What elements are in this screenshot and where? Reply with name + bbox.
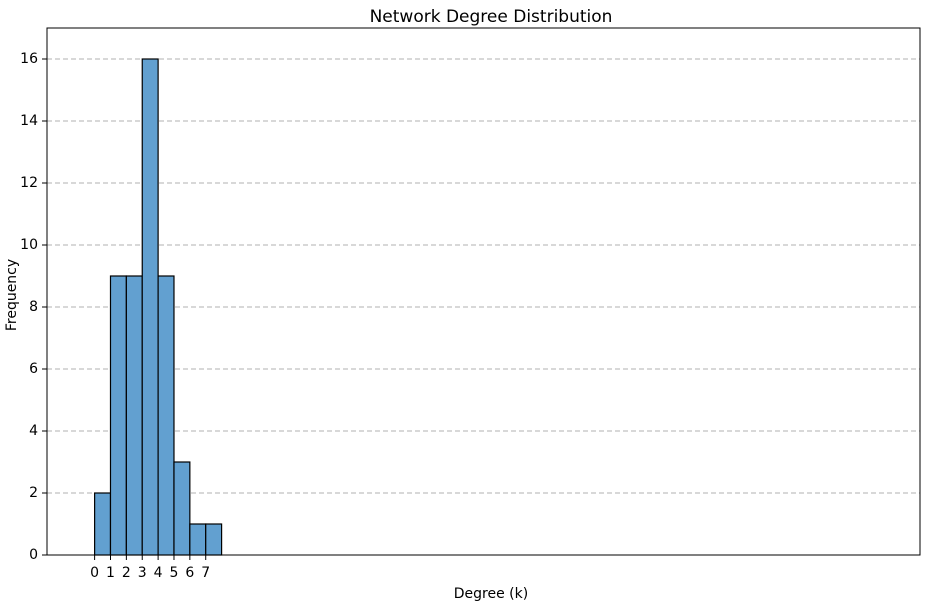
- y-tick-label: 14: [20, 113, 38, 129]
- y-tick-label: 6: [29, 361, 38, 377]
- bar: [109, 275, 127, 556]
- y-tick-label: 16: [20, 51, 38, 67]
- y-tick-label: 12: [20, 175, 38, 191]
- plot-frame: [46, 27, 921, 556]
- x-tick-label: 5: [170, 565, 179, 581]
- x-tick-label: 3: [138, 565, 147, 581]
- chart-title: Network Degree Distribution: [370, 7, 613, 27]
- x-tick-label: 1: [106, 565, 115, 581]
- bar: [141, 58, 159, 556]
- x-tick-label: 4: [154, 565, 163, 581]
- y-tick-label: 10: [20, 237, 38, 253]
- x-tick-label: 0: [90, 565, 99, 581]
- bar: [94, 492, 112, 556]
- y-tick-label: 8: [29, 299, 38, 315]
- y-axis-label: Frequency: [4, 259, 20, 331]
- bar: [189, 523, 207, 556]
- y-tick-label: 0: [29, 547, 38, 563]
- x-tick-label: 2: [122, 565, 131, 581]
- y-tick-label: 2: [29, 485, 38, 501]
- bar: [173, 461, 191, 556]
- x-tick-label: 7: [201, 565, 210, 581]
- x-axis-label: Degree (k): [454, 586, 528, 602]
- bar: [125, 275, 143, 556]
- x-tick-label: 6: [185, 565, 194, 581]
- bar: [157, 275, 175, 556]
- y-tick-label: 4: [29, 423, 38, 439]
- bar: [205, 523, 223, 556]
